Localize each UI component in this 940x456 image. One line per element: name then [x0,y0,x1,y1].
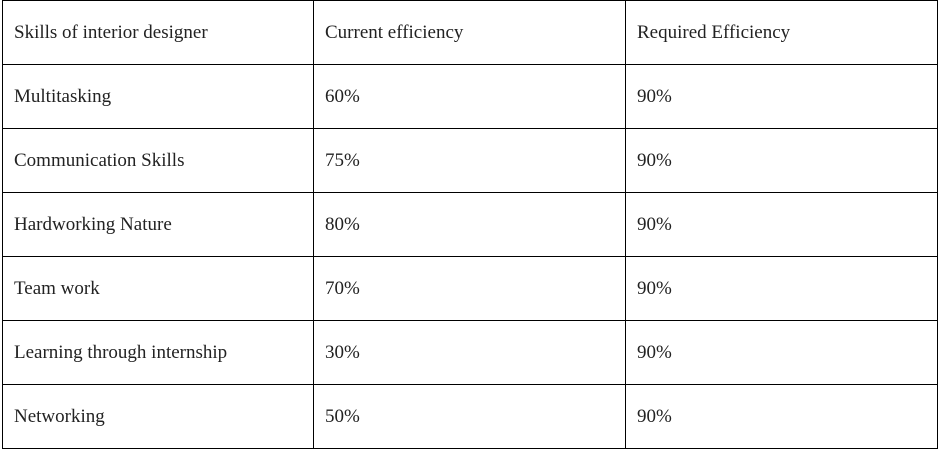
skill-cell: Communication Skills [2,128,314,193]
current-efficiency-cell: 75% [313,128,626,193]
skill-cell: Multitasking [2,64,314,129]
current-efficiency-cell: 30% [313,320,626,385]
table-row: Multitasking 60% 90% [2,64,938,129]
current-efficiency-cell: 80% [313,192,626,257]
skill-cell: Learning through internship [2,320,314,385]
table-row: Networking 50% 90% [2,384,938,449]
table-row: Learning through internship 30% 90% [2,320,938,385]
table-row: Communication Skills 75% 90% [2,128,938,193]
required-efficiency-cell: 90% [625,256,938,321]
table-header-row: Skills of interior designer Current effi… [2,0,938,65]
required-efficiency-cell: 90% [625,384,938,449]
required-efficiency-cell: 90% [625,128,938,193]
header-current-efficiency: Current efficiency [313,0,626,65]
header-skills: Skills of interior designer [2,0,314,65]
skill-cell: Hardworking Nature [2,192,314,257]
required-efficiency-cell: 90% [625,192,938,257]
table-row: Team work 70% 90% [2,256,938,321]
required-efficiency-cell: 90% [625,320,938,385]
current-efficiency-cell: 60% [313,64,626,129]
current-efficiency-cell: 50% [313,384,626,449]
table-row: Hardworking Nature 80% 90% [2,192,938,257]
skill-cell: Networking [2,384,314,449]
header-required-efficiency: Required Efficiency [625,0,938,65]
current-efficiency-cell: 70% [313,256,626,321]
skill-cell: Team work [2,256,314,321]
required-efficiency-cell: 90% [625,64,938,129]
